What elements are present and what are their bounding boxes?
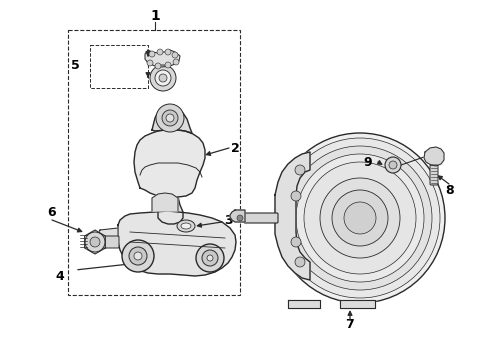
Circle shape <box>237 215 243 221</box>
Circle shape <box>344 202 376 234</box>
Polygon shape <box>152 193 178 211</box>
Ellipse shape <box>177 220 195 232</box>
Circle shape <box>147 60 153 66</box>
Circle shape <box>320 178 400 258</box>
Circle shape <box>165 62 171 68</box>
Circle shape <box>196 244 224 272</box>
Circle shape <box>150 65 176 91</box>
Text: 4: 4 <box>56 270 64 283</box>
Circle shape <box>85 232 105 252</box>
Circle shape <box>295 165 305 175</box>
Polygon shape <box>134 130 205 197</box>
Circle shape <box>291 237 301 247</box>
Circle shape <box>304 162 416 274</box>
Circle shape <box>389 161 397 169</box>
Polygon shape <box>98 228 118 244</box>
Circle shape <box>173 59 179 65</box>
Circle shape <box>156 104 184 132</box>
Circle shape <box>207 255 213 261</box>
Circle shape <box>90 237 100 247</box>
Polygon shape <box>85 230 105 254</box>
FancyBboxPatch shape <box>244 213 278 223</box>
Circle shape <box>162 110 178 126</box>
Polygon shape <box>145 50 180 67</box>
Polygon shape <box>158 197 183 224</box>
Circle shape <box>155 63 161 69</box>
Text: 7: 7 <box>345 319 354 332</box>
Circle shape <box>332 190 388 246</box>
Circle shape <box>157 49 163 55</box>
Circle shape <box>122 240 154 272</box>
Polygon shape <box>340 300 375 308</box>
Circle shape <box>291 191 301 201</box>
Polygon shape <box>275 152 310 280</box>
Circle shape <box>275 133 445 303</box>
Polygon shape <box>230 210 245 222</box>
Circle shape <box>295 257 305 267</box>
Circle shape <box>385 157 401 173</box>
Polygon shape <box>118 211 236 276</box>
Text: 5: 5 <box>71 59 79 72</box>
FancyBboxPatch shape <box>99 236 119 248</box>
Circle shape <box>149 51 155 57</box>
Circle shape <box>280 138 440 298</box>
Text: 8: 8 <box>446 184 454 197</box>
Bar <box>68 30 240 295</box>
Circle shape <box>155 70 171 86</box>
Text: 3: 3 <box>224 213 232 226</box>
Ellipse shape <box>181 223 191 229</box>
Circle shape <box>129 247 147 265</box>
Circle shape <box>172 52 178 58</box>
Circle shape <box>134 252 142 260</box>
Polygon shape <box>152 106 192 133</box>
Text: 1: 1 <box>150 9 160 23</box>
Circle shape <box>202 250 218 266</box>
Text: 2: 2 <box>231 141 240 154</box>
Polygon shape <box>424 147 444 166</box>
FancyBboxPatch shape <box>430 165 438 185</box>
Circle shape <box>166 114 174 122</box>
Circle shape <box>288 146 432 290</box>
Circle shape <box>165 49 171 55</box>
Circle shape <box>159 74 167 82</box>
Circle shape <box>296 154 424 282</box>
Polygon shape <box>288 300 320 308</box>
Text: 6: 6 <box>48 206 56 219</box>
Text: 9: 9 <box>364 156 372 168</box>
Bar <box>90 45 148 88</box>
